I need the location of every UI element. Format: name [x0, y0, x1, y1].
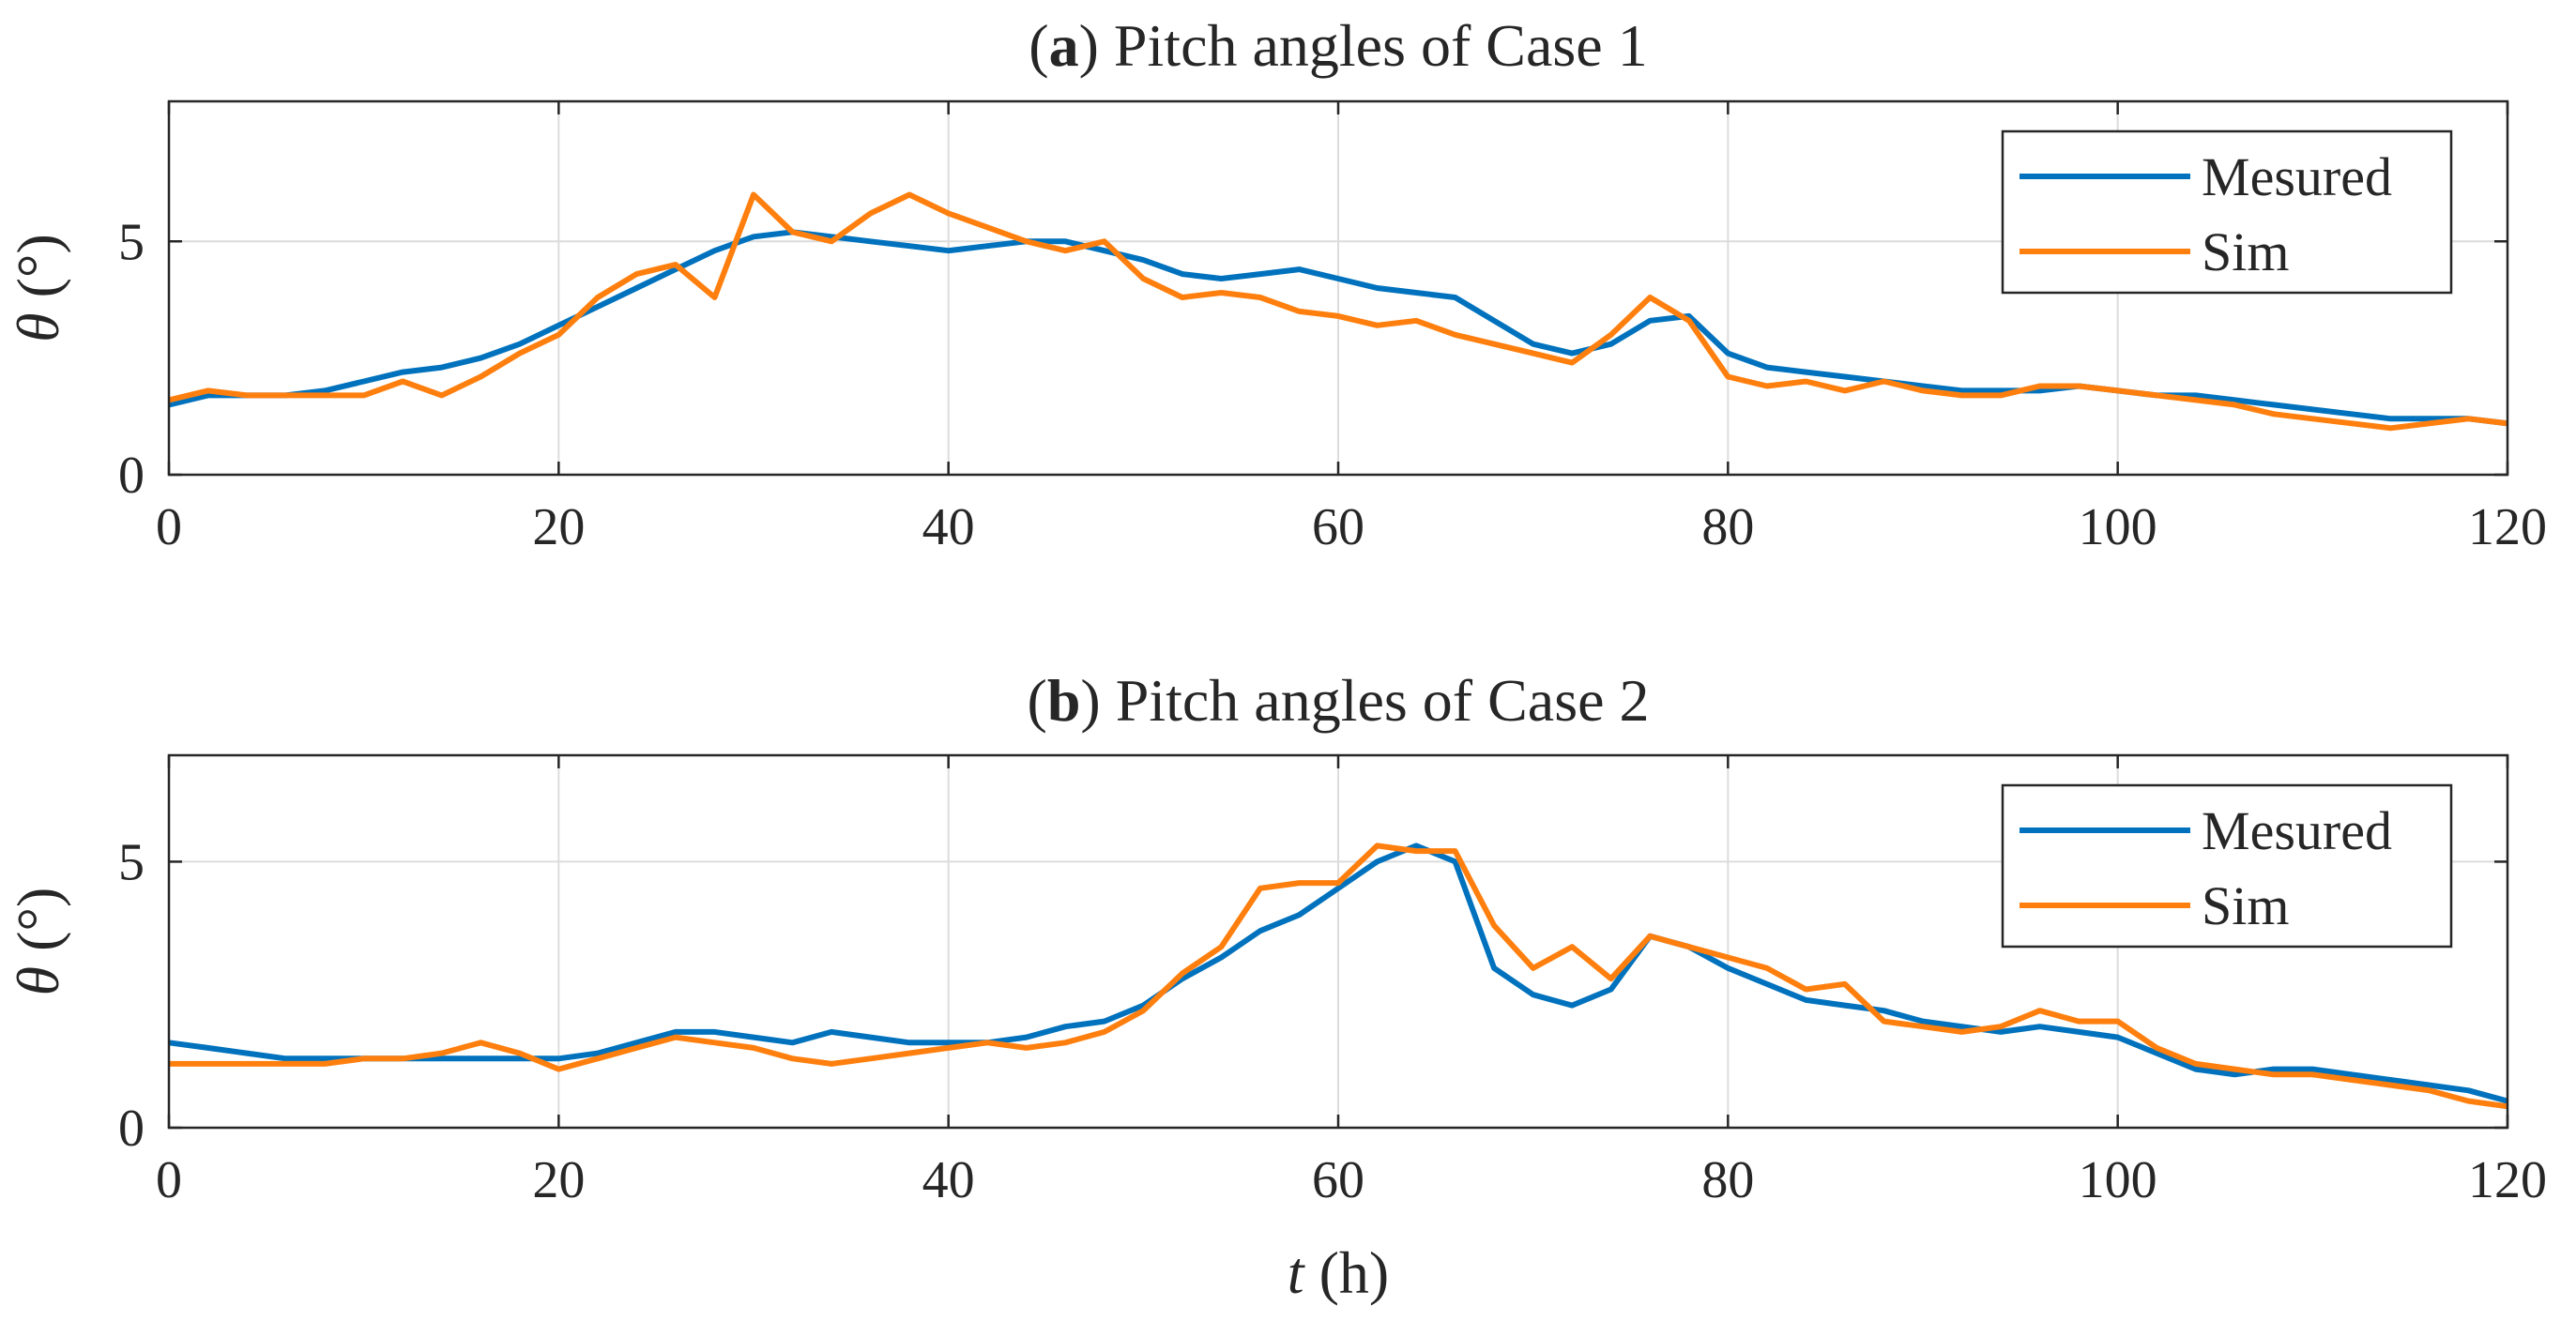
- x-tick-label: 40: [922, 498, 975, 556]
- y-axis-space: [5, 297, 71, 312]
- legend-label-mesured: Mesured: [2202, 800, 2392, 861]
- legend-box: [2001, 783, 2453, 949]
- panel-b: 0 20 40 60 80 100 120 0 5 (b) Pitch angles of Cas…: [5, 667, 2547, 1306]
- x-axis-label: t (h): [1288, 1239, 1389, 1306]
- x-axis-symbol: t: [1288, 1239, 1306, 1306]
- legend: Mesured Sim: [2001, 783, 2453, 949]
- x-tick-label: 100: [2079, 1151, 2157, 1209]
- x-tick-label: 60: [1312, 1151, 1364, 1209]
- x-axis-space: [1304, 1239, 1319, 1306]
- chart-title: (a) Pitch angles of Case 1: [1029, 12, 1647, 79]
- y-tick-label: 0: [118, 1100, 145, 1158]
- legend-label-sim: Sim: [2202, 875, 2290, 936]
- legend-label-mesured: Mesured: [2202, 146, 2392, 207]
- x-tick-label: 0: [156, 1151, 182, 1209]
- y-axis-unit: (°): [5, 888, 71, 951]
- y-tick-label: 5: [118, 833, 145, 891]
- title-paren: (: [1029, 12, 1048, 79]
- y-tick-label: 0: [118, 447, 145, 505]
- legend-label-sim: Sim: [2202, 221, 2290, 282]
- x-tick-label: 20: [532, 1151, 585, 1209]
- series-line-mesured: [168, 843, 2508, 1104]
- title-paren: ): [1080, 667, 1115, 734]
- y-axis-label: θ (°): [5, 234, 71, 342]
- x-tick-label: 60: [1312, 498, 1364, 556]
- title-text: Pitch angles of Case 2: [1116, 667, 1650, 734]
- chart-title: (b) Pitch angles of Case 2: [1028, 667, 1650, 734]
- y-tick-label: 5: [118, 213, 145, 271]
- y-axis-label: θ (°): [5, 888, 71, 996]
- x-tick-label: 20: [532, 498, 585, 556]
- title-text: Pitch angles of Case 1: [1114, 12, 1648, 79]
- title-paren: (: [1028, 667, 1047, 734]
- x-tick-label: 40: [922, 1151, 975, 1209]
- title-paren: ): [1079, 12, 1114, 79]
- x-tick-label: 120: [2468, 498, 2547, 556]
- legend: Mesured Sim: [2001, 129, 2453, 295]
- x-tick-label: 80: [1701, 1151, 1754, 1209]
- panel-a: 0 20 40 60 80 100 120 0 5 (a) Pitch angles of Cas…: [5, 12, 2547, 556]
- x-tick-label: 0: [156, 498, 182, 556]
- title-letter: a: [1049, 12, 1079, 79]
- x-tick-label: 80: [1701, 498, 1754, 556]
- title-letter: b: [1047, 667, 1081, 734]
- y-axis-space: [5, 951, 71, 966]
- y-axis-unit: (°): [5, 234, 71, 297]
- legend-box: [2001, 129, 2453, 295]
- x-axis-unit: (h): [1319, 1239, 1390, 1306]
- series-line-sim: [169, 843, 2508, 1110]
- y-axis-symbol: θ: [5, 312, 71, 342]
- x-tick-label: 100: [2079, 498, 2157, 556]
- y-axis-symbol: θ: [5, 966, 71, 995]
- x-tick-label: 120: [2468, 1151, 2547, 1209]
- series-line-sim: [168, 191, 2508, 432]
